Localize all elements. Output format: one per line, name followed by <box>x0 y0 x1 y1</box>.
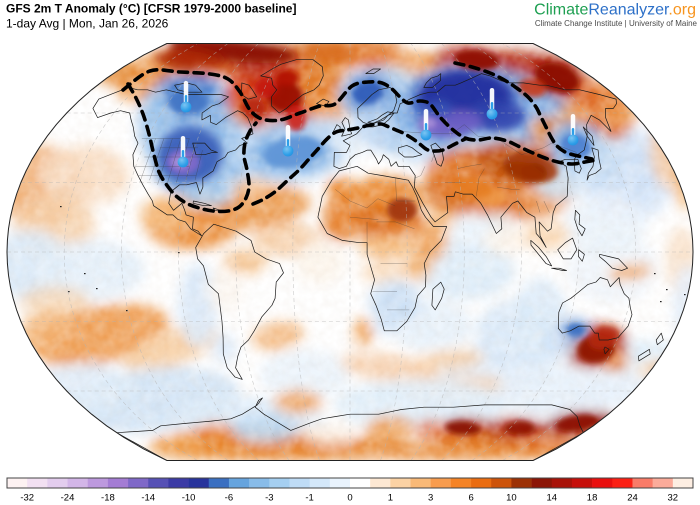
svg-text:ClimateReanalyzer.org: ClimateReanalyzer.org <box>534 2 696 19</box>
svg-text:-24: -24 <box>61 493 75 504</box>
svg-text:1: 1 <box>388 493 393 504</box>
svg-text:10: 10 <box>506 493 517 504</box>
svg-text:GFS 2m T Anomaly (°C) [CFSR 19: GFS 2m T Anomaly (°C) [CFSR 1979-2000 ba… <box>6 2 296 16</box>
svg-text:1-day Avg | Mon, Jan 26, 2026: 1-day Avg | Mon, Jan 26, 2026 <box>6 17 169 31</box>
svg-text:Climate Change Institute | Uni: Climate Change Institute | University of… <box>535 19 698 28</box>
svg-text:-1: -1 <box>305 493 313 504</box>
svg-text:24: 24 <box>627 493 638 504</box>
svg-text:-3: -3 <box>265 493 273 504</box>
svg-text:-6: -6 <box>225 493 233 504</box>
svg-text:-14: -14 <box>141 493 155 504</box>
svg-text:-10: -10 <box>182 493 196 504</box>
svg-text:18: 18 <box>587 493 598 504</box>
svg-text:3: 3 <box>428 493 433 504</box>
svg-text:-18: -18 <box>101 493 115 504</box>
svg-text:14: 14 <box>547 493 558 504</box>
svg-text:0: 0 <box>347 493 352 504</box>
svg-text:6: 6 <box>468 493 473 504</box>
svg-text:-32: -32 <box>20 493 34 504</box>
svg-text:32: 32 <box>668 493 679 504</box>
